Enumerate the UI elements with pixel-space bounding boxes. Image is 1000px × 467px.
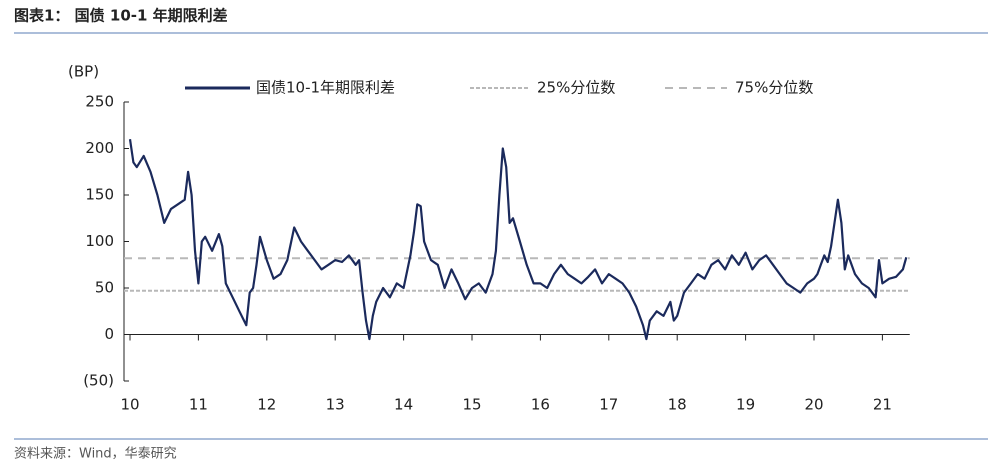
x-tick-label: 10 <box>120 396 139 414</box>
legend-label: 25%分位数 <box>537 79 615 97</box>
x-tick-label: 17 <box>599 396 618 414</box>
y-tick-label: 100 <box>85 232 114 250</box>
source: 资料来源：Wind，华泰研究 <box>14 447 177 462</box>
x-tick-label: 13 <box>326 396 345 414</box>
y-tick-label: 200 <box>85 139 114 157</box>
y-tick-label: (50) <box>83 372 114 390</box>
x-tick-label: 19 <box>736 396 755 414</box>
legend-label: 75%分位数 <box>735 79 813 97</box>
y-tick-label: 250 <box>85 93 114 111</box>
x-tick-label: 21 <box>873 396 892 414</box>
x-tick-label: 11 <box>189 396 208 414</box>
x-tick-label: 15 <box>462 396 481 414</box>
chart-title: 图表1： 国债 10-1 年期限利差 <box>14 7 228 25</box>
x-tick-label: 16 <box>531 396 550 414</box>
y-tick-label: 150 <box>85 186 114 204</box>
x-tick-label: 12 <box>257 396 276 414</box>
y-tick-label: 0 <box>104 325 114 343</box>
x-tick-label: 18 <box>668 396 687 414</box>
y-tick-label: 50 <box>95 279 114 297</box>
x-tick-label: 20 <box>804 396 823 414</box>
data-line <box>128 139 908 341</box>
y-unit: (BP) <box>68 63 99 81</box>
x-tick-label: 14 <box>394 396 413 414</box>
legend-label: 国债10-1年期限利差 <box>256 79 395 97</box>
